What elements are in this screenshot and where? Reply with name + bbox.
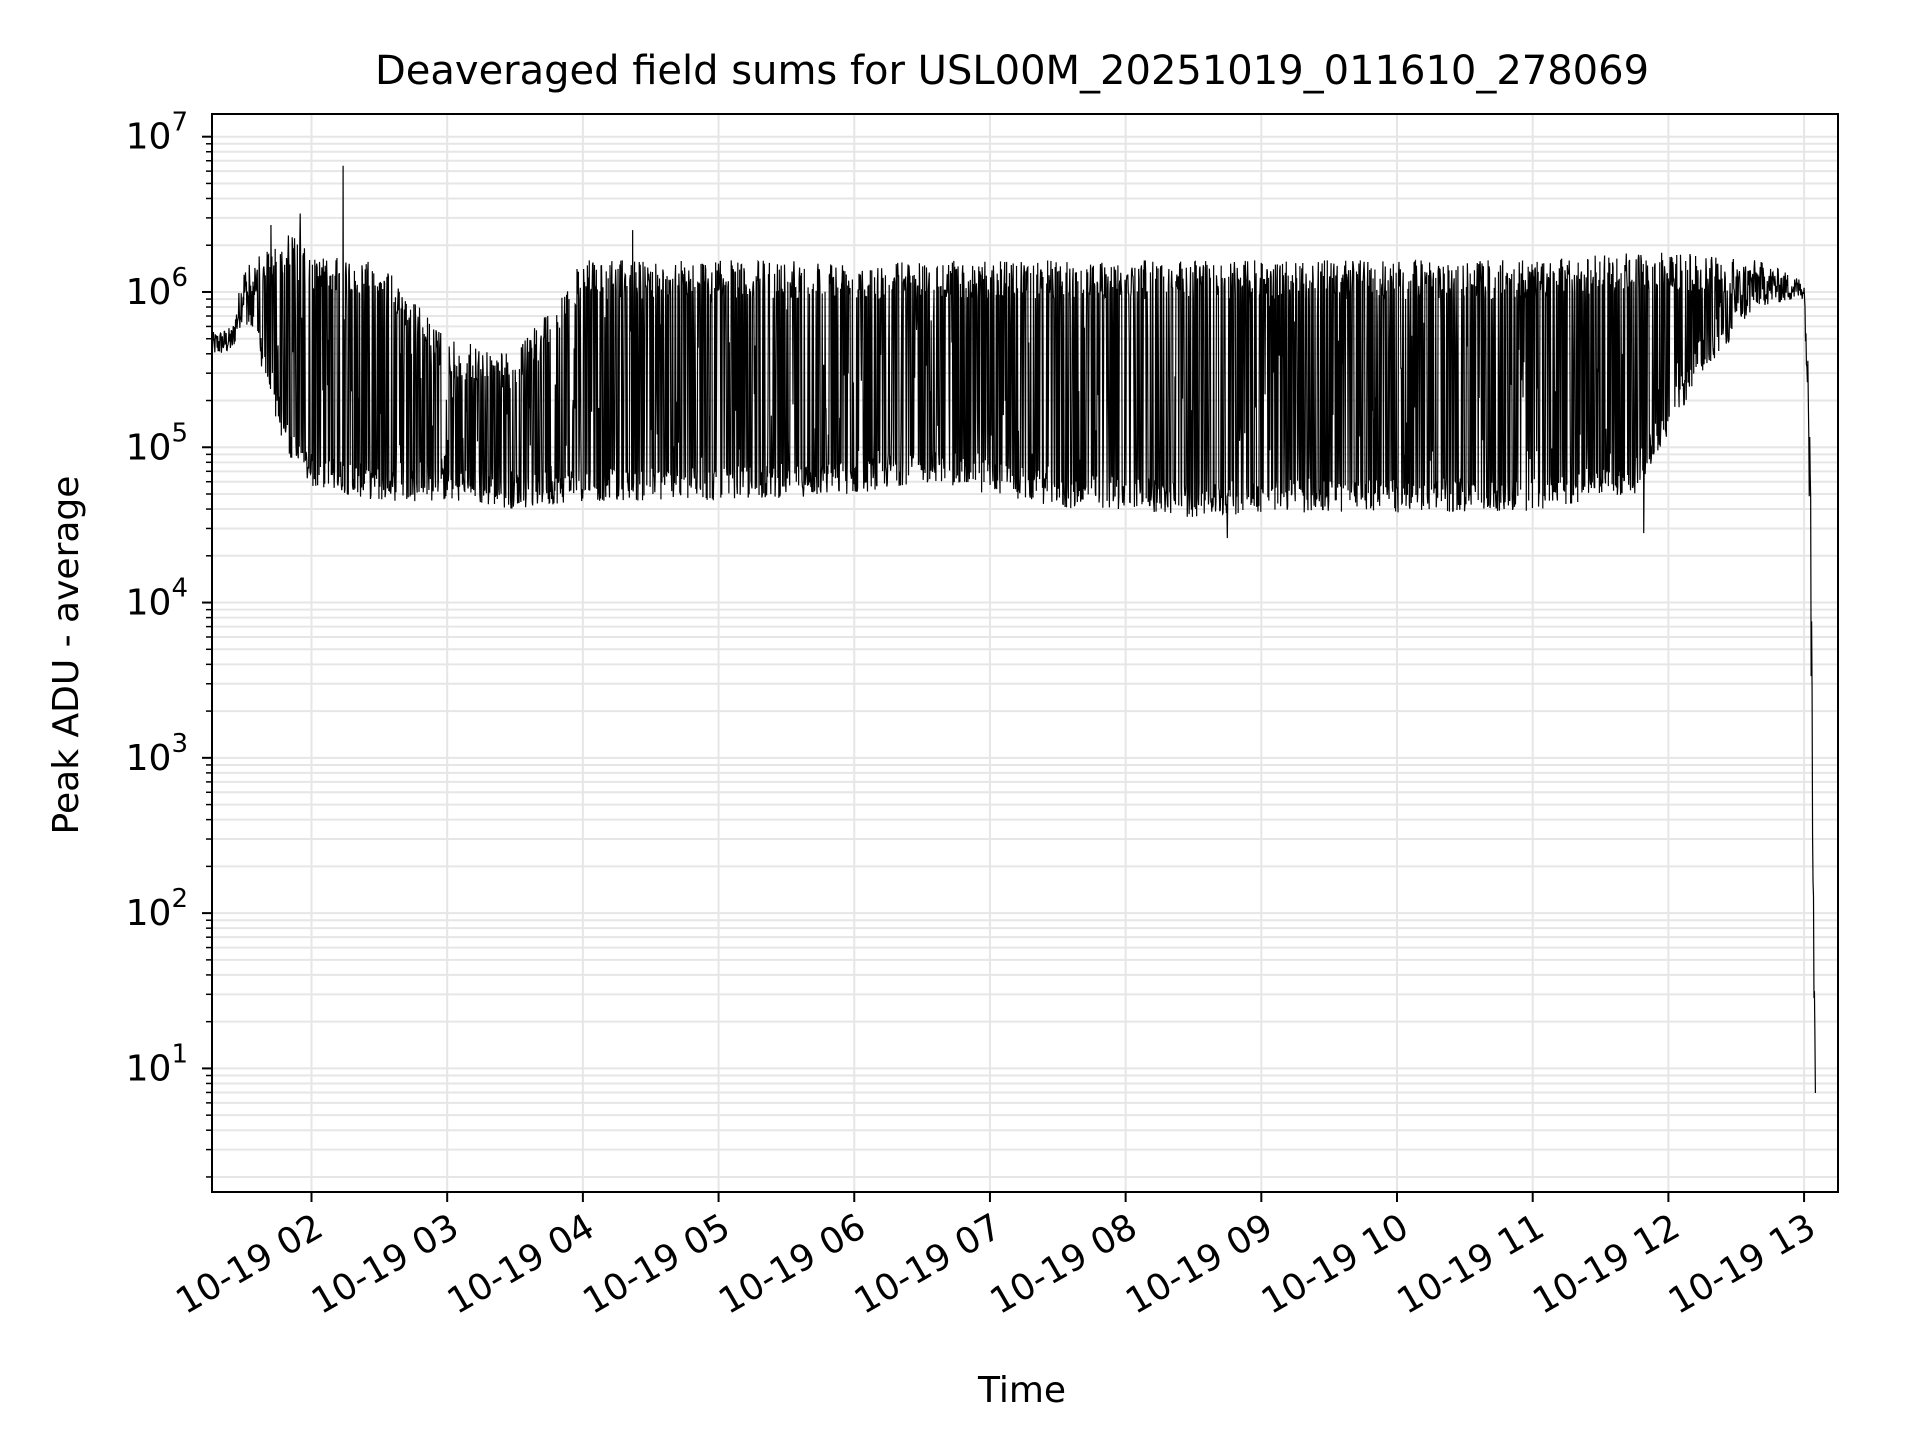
series-line (211, 165, 1816, 1093)
series-path (211, 165, 1816, 1093)
x-axis-label: Time (977, 1370, 1066, 1411)
chart-title: Deaveraged field sums for USL00M_2025101… (375, 48, 1649, 94)
y-tick-label: 104 (126, 574, 188, 624)
y-tick-label: 106 (126, 263, 188, 313)
y-tick-label: 105 (126, 418, 188, 468)
plot-frame (211, 113, 1839, 1193)
y-axis-label: Peak ADU - average (46, 476, 87, 835)
y-tick-label: 102 (126, 884, 188, 934)
y-tick-label: 107 (126, 108, 188, 158)
y-axis-ticks: 101 102 103 104 105 106 107 (126, 108, 212, 1178)
y-tick-label: 101 (126, 1039, 188, 1089)
y-tick-label: 103 (126, 729, 188, 779)
